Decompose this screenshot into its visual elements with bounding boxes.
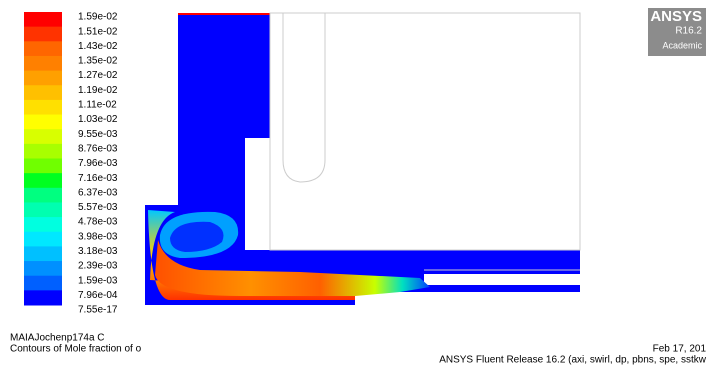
legend-label: 7.96e-03 — [78, 158, 118, 169]
color-swatch — [24, 231, 62, 247]
color-swatch — [24, 114, 62, 130]
legend-label: 1.43e-02 — [78, 41, 118, 52]
date: Feb 17, 201 — [653, 344, 706, 355]
vortex — [170, 221, 224, 252]
color-swatch — [24, 290, 62, 306]
logo-version: R16.2 — [675, 26, 702, 37]
logo-edition: Academic — [662, 40, 702, 50]
legend-label: 3.98e-03 — [78, 231, 118, 242]
legend-label: 3.18e-03 — [78, 246, 118, 257]
legend-label: 1.19e-02 — [78, 85, 118, 96]
gap — [270, 205, 580, 250]
color-swatch — [24, 99, 62, 116]
gap — [245, 138, 270, 250]
release: ANSYS Fluent Release 16.2 (axi, swirl, d… — [439, 355, 706, 366]
legend-label: 2.39e-03 — [78, 261, 118, 272]
legend-label: 5.57e-03 — [78, 202, 118, 213]
color-swatch — [24, 202, 62, 218]
legend-label: 7.96e-04 — [78, 290, 118, 301]
color-swatch — [24, 70, 62, 86]
color-swatch — [24, 26, 62, 42]
color-swatch — [24, 158, 62, 174]
color-swatch — [24, 261, 62, 277]
outline — [282, 13, 326, 183]
color-swatch — [24, 143, 62, 159]
plume — [155, 240, 430, 296]
logo-bg — [648, 8, 706, 56]
legend-label: 7.16e-03 — [78, 173, 118, 184]
color-swatch — [24, 55, 62, 72]
gap — [424, 274, 580, 285]
outline — [269, 12, 581, 251]
geometry — [145, 12, 581, 305]
color-swatch — [24, 41, 62, 57]
logo-name: ANSYS — [650, 8, 702, 25]
legend-label: 7.55e-17 — [78, 305, 118, 316]
legend-label: 6.37e-03 — [78, 187, 118, 198]
color-swatch — [24, 246, 62, 262]
color-swatch — [24, 187, 62, 203]
legend-label: 1.51e-02 — [78, 26, 118, 37]
color-swatch — [24, 275, 62, 291]
edge — [178, 13, 270, 15]
legend-label: 1.27e-02 — [78, 70, 118, 81]
legend-label: 1.59e-02 — [78, 12, 118, 23]
color-swatch — [24, 217, 62, 233]
legend-label: 1.11e-02 — [78, 100, 117, 111]
legend-label: 1.03e-02 — [78, 114, 118, 125]
legend-label: 9.55e-03 — [78, 129, 118, 140]
color-swatch — [24, 12, 62, 28]
legend-label: 1.35e-02 — [78, 56, 118, 67]
color-swatch — [24, 173, 62, 189]
color-swatch — [24, 129, 62, 145]
case-name: MAIAJochenp174a C — [10, 333, 105, 344]
legend-label: 1.59e-03 — [78, 275, 118, 286]
color-swatch — [24, 85, 62, 101]
legend-label: 8.76e-03 — [78, 143, 118, 154]
description: Contours of Mole fraction of o — [10, 344, 142, 355]
legend-label: 4.78e-03 — [78, 217, 118, 228]
colorbar: 1.59e-02 1.51e-02 1.43e-02 1.35e-02 1.27e-02… — [24, 12, 118, 316]
